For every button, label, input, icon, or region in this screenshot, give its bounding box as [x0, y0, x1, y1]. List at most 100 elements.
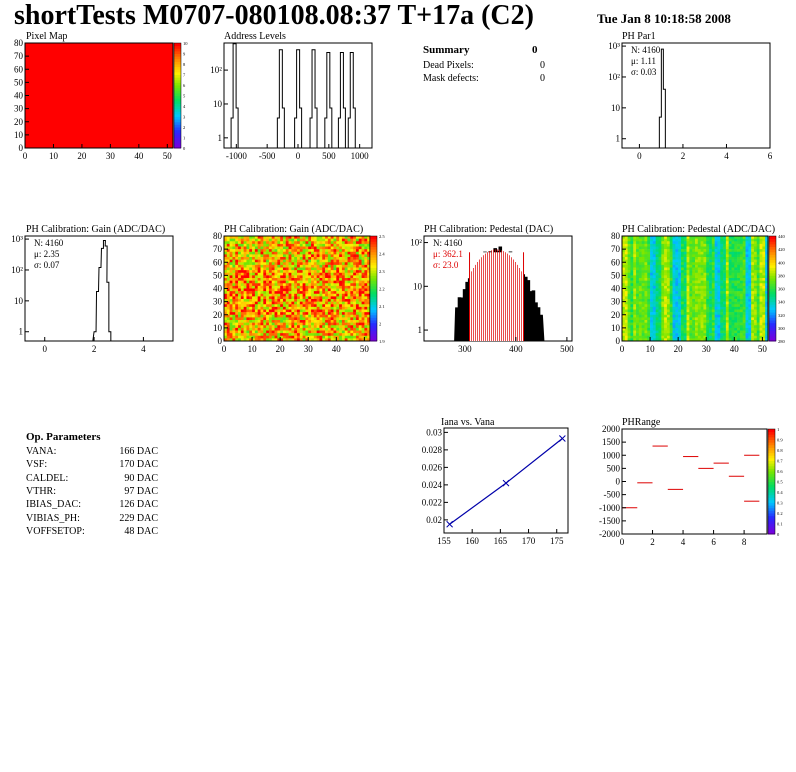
pedestal-map-cell	[697, 320, 701, 323]
gain-map-cell	[322, 335, 326, 339]
pedestal-map-cell	[661, 259, 665, 263]
y-tick-label: 40	[611, 284, 621, 294]
gain-map-cell	[361, 241, 365, 245]
gain-map-cell	[252, 306, 256, 310]
gain-map-cell	[302, 335, 306, 339]
pedestal-map-cell	[669, 291, 673, 295]
gain-map-cell	[235, 264, 239, 268]
pedestal-map-cell	[680, 327, 685, 331]
gain-map-cell	[311, 320, 315, 323]
gain-map-cell	[299, 251, 303, 255]
pedestal-map-cell	[638, 330, 642, 334]
gain-map-cell	[367, 267, 371, 271]
pedestal-map-cell	[756, 283, 760, 287]
pedestal-map-cell	[686, 249, 690, 253]
gain-map-cell	[302, 243, 306, 247]
pedestal-map-cell	[725, 309, 729, 313]
gain-map-cell	[333, 275, 337, 279]
gain-map-cell	[330, 296, 334, 300]
gain-map-cell	[277, 335, 281, 339]
gain-map-cell	[257, 254, 261, 258]
gain-map-cell	[361, 304, 365, 308]
pedestal-map-cell	[734, 270, 738, 274]
pedestal-map-cell	[675, 267, 679, 271]
gain-map-cell	[235, 259, 239, 263]
gain-map-cell	[238, 330, 242, 334]
gain-map-cell	[266, 272, 270, 276]
pedestal-map-cell	[728, 283, 732, 287]
pedestal-map-cell	[624, 249, 628, 253]
gain-map-cell	[232, 312, 236, 316]
gain-map-cell	[350, 322, 354, 326]
y-tick-label: 50	[213, 270, 223, 280]
gain-map-cell	[347, 254, 351, 258]
pedestal-map-cell	[622, 325, 626, 329]
pedestal-map-cell	[756, 251, 760, 255]
pedestal-map-cell	[692, 291, 696, 295]
pedestal-map-cell	[714, 238, 718, 242]
pedestal-map-cell	[655, 288, 659, 292]
gain-map-cell	[229, 296, 233, 300]
pedestal-map-cell	[658, 333, 662, 337]
gain-map-cell	[271, 285, 275, 289]
gain-map-cell	[325, 301, 329, 305]
pedestal-map-cell	[689, 322, 693, 326]
pedestal-map-cell	[700, 257, 704, 260]
gain-map-cell	[367, 272, 371, 276]
gain-map-cell	[330, 322, 334, 326]
gain-map-cell	[330, 270, 334, 274]
gain-map-cell	[285, 280, 289, 284]
gain-map-cell	[243, 264, 247, 268]
gain-map-cell	[341, 275, 346, 279]
gain-map-cell	[305, 293, 309, 297]
color-bar-segment	[370, 309, 377, 313]
stat-n: N: 4160	[631, 45, 661, 55]
pedestal-map-cell	[695, 283, 699, 287]
gain-map-cell	[308, 278, 312, 281]
pedestal-map-cell	[680, 241, 685, 245]
gain-map-cell	[325, 264, 329, 268]
pedestal-map-cell	[678, 299, 682, 302]
pedestal-map-cell	[697, 293, 701, 297]
gain-map-cell	[224, 314, 228, 318]
gain-map-cell	[333, 264, 337, 268]
pedestal-map-cell	[641, 309, 645, 313]
gain-map-cell	[350, 264, 354, 268]
gain-map-title: PH Calibration: Gain (ADC/DAC)	[224, 224, 364, 235]
pedestal-map-cell	[720, 330, 724, 334]
pedestal-map-cell	[655, 236, 659, 239]
gain-map-cell	[308, 322, 312, 326]
gain-map-cell	[294, 241, 298, 245]
pedestal-map-cell	[695, 243, 699, 247]
color-bar-segment	[768, 436, 775, 440]
gain-map-cell	[302, 257, 306, 260]
pedestal-map-cell	[742, 238, 746, 242]
pedestal-map-cell	[636, 333, 640, 337]
gain-map-cell	[226, 238, 230, 242]
gain-map-cell	[316, 314, 320, 318]
pedestal-map-cell	[647, 327, 651, 331]
pedestal-map-cell	[689, 333, 693, 337]
pedestal-map-cell	[627, 259, 631, 263]
pedestal-map-cell	[725, 246, 729, 250]
gain-map-cell	[355, 262, 360, 266]
pedestal-map-cell	[756, 327, 760, 331]
pedestal-map-cell	[706, 288, 710, 292]
pedestal-map-cell	[742, 309, 746, 313]
y-tick-label: 10³	[608, 41, 620, 51]
pedestal-map-cell	[737, 285, 741, 289]
pedestal-map-cell	[633, 251, 637, 255]
gain-map-cell	[232, 267, 236, 271]
gain-map-cell	[224, 264, 228, 268]
gain-map-cell	[266, 322, 270, 326]
gain-map-cell	[240, 338, 244, 342]
gain-map-cell	[229, 236, 233, 239]
gain-map-cell	[358, 335, 362, 339]
gain-map-cell	[319, 272, 323, 276]
gain-map-cell	[319, 304, 323, 308]
pedestal-map-cell	[737, 325, 741, 329]
gain-map-cell	[308, 241, 312, 245]
gain-map-cell	[355, 238, 360, 242]
gain-map-cell	[280, 293, 284, 297]
pedestal-map-cell	[734, 278, 738, 281]
